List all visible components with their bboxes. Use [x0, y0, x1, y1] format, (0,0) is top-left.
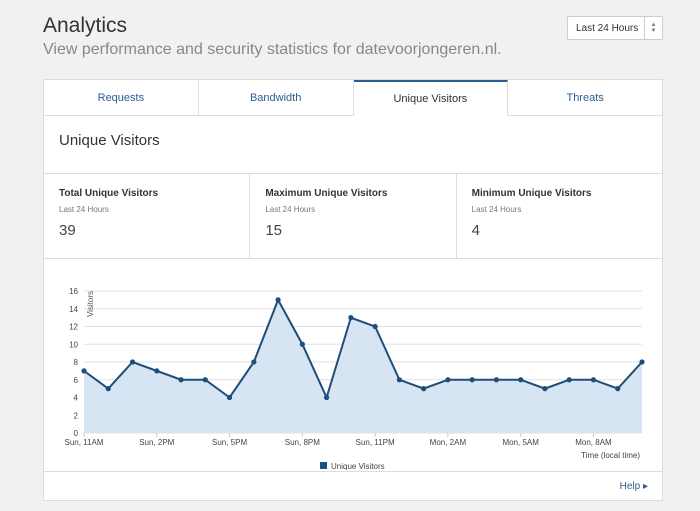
x-axis-label: Time (local time) [581, 451, 640, 460]
y-axis-ticks: 0 2 4 6 8 10 12 14 16 [69, 287, 78, 438]
data-point[interactable] [154, 368, 160, 374]
y-tick-label: 2 [74, 411, 79, 420]
data-point[interactable] [81, 368, 87, 374]
stat-value: 4 [471, 222, 480, 239]
help-link[interactable]: Help ▸ [619, 481, 648, 492]
data-point[interactable] [639, 359, 645, 365]
data-point[interactable] [615, 386, 621, 392]
x-tick-label: Sun, 5PM [212, 438, 247, 447]
x-tick-label: Mon, 2AM [430, 438, 467, 447]
y-tick-label: 0 [74, 429, 79, 438]
chart-points [81, 297, 645, 401]
data-point[interactable] [348, 315, 354, 321]
series-line [83, 297, 643, 401]
section-title: Unique Visitors [59, 132, 160, 149]
data-point[interactable] [178, 377, 184, 383]
x-tick-label: Sun, 8PM [285, 438, 320, 447]
stat-label: Total Unique Visitors [59, 188, 159, 199]
stat-period: Last 24 Hours [471, 205, 522, 214]
card-footer: Help ▸ [44, 471, 662, 501]
stat-total: Total Unique Visitors Last 24 Hours 39 [44, 174, 251, 258]
legend-swatch [320, 462, 327, 469]
page-title: Analytics [43, 14, 128, 37]
time-range-value: Last 24 Hours [576, 22, 639, 34]
data-point[interactable] [445, 377, 451, 383]
stat-maximum: Maximum Unique Visitors Last 24 Hours 15 [250, 174, 457, 258]
series-area-fill [84, 299, 642, 433]
y-tick-label: 12 [69, 323, 78, 332]
time-range-select[interactable]: Last 24 Hours ▲ ▼ [567, 16, 663, 40]
tab-requests[interactable]: Requests [44, 80, 199, 115]
x-axis-ticks: Sun, 11AM Sun, 2PM Sun, 5PM Sun, 8PM Sun, 11… [65, 433, 612, 447]
x-tick-label: Sun, 11PM [356, 438, 395, 447]
data-point[interactable] [251, 359, 257, 365]
data-point[interactable] [275, 297, 281, 303]
y-tick-label: 6 [74, 376, 79, 385]
stat-value: 15 [265, 222, 283, 239]
stat-label: Minimum Unique Visitors [471, 188, 592, 199]
y-tick-label: 14 [69, 305, 78, 314]
data-point[interactable] [493, 377, 500, 383]
y-axis-label: Visitors [86, 291, 95, 317]
stat-period: Last 24 Hours [59, 205, 109, 214]
data-point[interactable] [590, 377, 597, 383]
y-tick-label: 8 [74, 358, 79, 367]
data-point[interactable] [421, 386, 427, 392]
stats-row: Total Unique Visitors Last 24 Hours 39 M… [44, 173, 662, 259]
data-point[interactable] [299, 341, 305, 347]
stat-minimum: Minimum Unique Visitors Last 24 Hours 4 [457, 174, 662, 258]
stat-period: Last 24 Hours [265, 205, 316, 214]
x-tick-label: Sun, 11AM [65, 438, 104, 447]
data-point[interactable] [396, 377, 402, 383]
analytics-card: Requests Bandwidth Unique Visitors Threa… [43, 79, 663, 501]
help-label: Help [619, 481, 641, 492]
y-tick-label: 10 [69, 340, 78, 349]
chart-area [83, 297, 643, 433]
page-subtitle: View performance and security statistics… [43, 41, 502, 58]
x-tick-label: Mon, 8AM [575, 438, 612, 447]
select-arrows-icon: ▲ ▼ [644, 17, 662, 39]
tab-bar: Requests Bandwidth Unique Visitors Threa… [44, 80, 662, 116]
stat-value: 39 [59, 222, 76, 239]
tab-threats[interactable]: Threats [508, 80, 662, 115]
tab-unique-visitors[interactable]: Unique Visitors [353, 80, 509, 116]
x-tick-label: Sun, 2PM [139, 438, 174, 447]
x-tick-label: Mon, 5AM [502, 438, 539, 447]
data-point[interactable] [324, 394, 330, 401]
data-point[interactable] [518, 377, 524, 383]
y-tick-label: 4 [74, 394, 79, 403]
data-point[interactable] [129, 359, 136, 365]
data-point[interactable] [372, 323, 378, 330]
data-point[interactable] [469, 377, 475, 383]
legend-entry[interactable]: Unique Visitors [331, 462, 385, 470]
data-point[interactable] [542, 386, 548, 392]
data-point[interactable] [202, 377, 208, 383]
y-tick-label: 16 [69, 287, 78, 296]
data-point[interactable] [226, 394, 233, 401]
stat-label: Maximum Unique Visitors [265, 188, 388, 199]
data-point[interactable] [566, 377, 572, 383]
data-point[interactable] [105, 386, 111, 392]
tab-bandwidth[interactable]: Bandwidth [198, 80, 354, 115]
